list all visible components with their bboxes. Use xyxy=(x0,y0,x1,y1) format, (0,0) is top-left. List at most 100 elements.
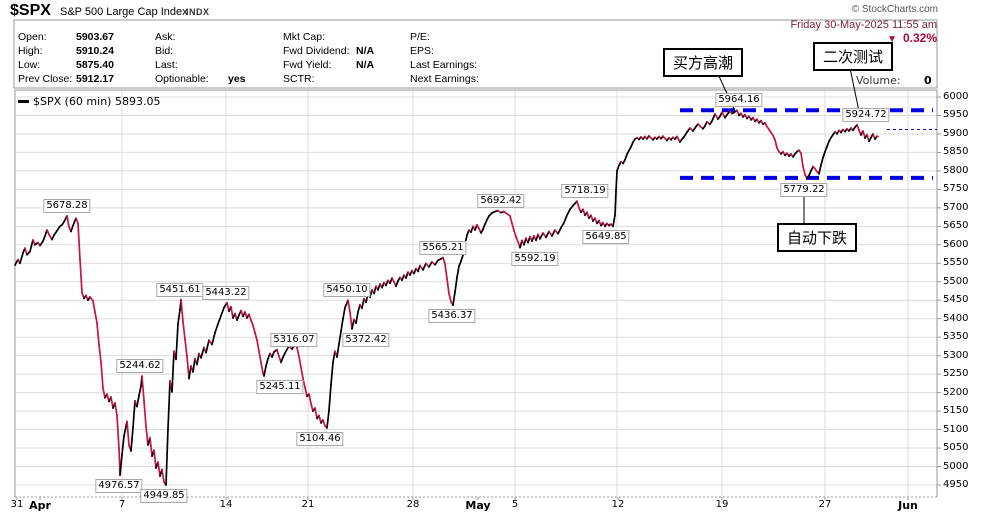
x-axis-label: May xyxy=(465,499,490,512)
price-line-segment xyxy=(162,469,164,482)
price-line-segment xyxy=(311,404,313,411)
price-line-segment xyxy=(178,310,180,324)
price-line-segment xyxy=(133,401,135,428)
price-line-segment xyxy=(801,153,803,166)
price-line-segment xyxy=(356,312,358,323)
y-axis-label: 5350 xyxy=(943,331,968,342)
price-line-segment xyxy=(20,253,23,263)
y-axis-label: 5550 xyxy=(943,257,968,268)
price-line-segment xyxy=(215,324,218,333)
quote-label: Next Earnings: xyxy=(410,73,479,85)
price-line-segment xyxy=(166,429,168,485)
price-line-segment xyxy=(540,233,543,239)
quote-label: Last: xyxy=(155,59,178,71)
quote-label: Optionable: xyxy=(155,73,209,85)
price-callout: 5450.10 xyxy=(323,283,370,297)
quote-value: 5912.17 xyxy=(76,73,114,85)
price-line-segment xyxy=(137,396,139,407)
y-axis-label: 5500 xyxy=(943,276,968,287)
price-line-segment xyxy=(197,353,199,364)
series-legend: $SPX (60 min) 5893.05 xyxy=(18,95,160,108)
price-line-segment xyxy=(455,277,457,292)
y-axis-label: 5850 xyxy=(943,146,968,157)
x-axis-label: 12 xyxy=(612,499,625,510)
price-line-segment xyxy=(341,319,343,332)
price-line-segment xyxy=(564,215,567,222)
y-axis-label: 5750 xyxy=(943,183,968,194)
price-line-segment xyxy=(343,308,345,319)
price-line-segment xyxy=(299,356,301,367)
y-axis-label: 5950 xyxy=(943,109,968,120)
annotation-automatic-reaction: 自动下跌 xyxy=(777,223,857,252)
price-callout: 5678.28 xyxy=(43,199,90,213)
price-line-segment xyxy=(315,408,317,418)
quote-value: N/A xyxy=(356,59,374,71)
price-line-segment xyxy=(131,428,133,451)
legend-text: $SPX (60 min) 5893.05 xyxy=(33,95,160,108)
annotation-buying-climax: 买方高潮 xyxy=(663,48,743,77)
price-callout: 5436.37 xyxy=(428,309,475,323)
price-callout: 5592.19 xyxy=(511,252,558,266)
quote-label: Bid: xyxy=(155,45,173,57)
quote-label: P/E: xyxy=(410,31,430,43)
price-line-segment xyxy=(821,158,823,165)
price-line-segment xyxy=(552,230,555,236)
price-line-segment xyxy=(80,260,82,293)
y-axis-label: 5050 xyxy=(943,442,968,453)
price-line-segment xyxy=(127,421,129,445)
price-callout: 5443.22 xyxy=(202,286,249,300)
x-axis-label: Jun xyxy=(898,499,918,512)
price-line-segment xyxy=(567,209,570,215)
x-axis-label: 28 xyxy=(407,499,420,510)
price-callout: 5245.11 xyxy=(256,380,303,394)
price-line-segment xyxy=(154,450,156,468)
price-line-segment xyxy=(150,438,152,456)
price-line-segment xyxy=(423,263,426,270)
y-axis-label: 5300 xyxy=(943,350,968,361)
price-line-segment xyxy=(305,387,307,396)
price-callout: 5718.19 xyxy=(561,184,608,198)
price-line-segment xyxy=(201,348,204,358)
price-callout: 5692.42 xyxy=(477,194,524,208)
price-line-segment xyxy=(266,359,268,366)
price-line-segment xyxy=(139,386,141,396)
price-line-segment xyxy=(30,240,33,251)
price-callout: 5316.07 xyxy=(270,333,317,347)
price-line-segment xyxy=(447,279,449,294)
price-line-segment xyxy=(221,308,224,316)
price-line-segment xyxy=(185,339,187,356)
volume-value: 0 xyxy=(924,74,932,87)
legend-line-icon xyxy=(18,100,29,103)
chart-datetime: Friday 30-May-2025 11:55 am xyxy=(790,19,937,31)
price-callout: 5372.42 xyxy=(342,333,389,347)
y-axis-label: 5150 xyxy=(943,405,968,416)
price-line-segment xyxy=(231,307,233,318)
x-axis-label: 7 xyxy=(119,499,125,510)
price-line-segment xyxy=(67,216,69,227)
price-line-segment xyxy=(261,362,263,373)
y-axis-label: 5450 xyxy=(943,294,968,305)
price-callout: 4949.85 xyxy=(140,489,187,503)
price-callout: 5924.72 xyxy=(842,108,889,122)
y-axis-label: 5600 xyxy=(943,239,968,250)
y-axis-label: 5650 xyxy=(943,220,968,231)
price-line-segment xyxy=(337,344,339,357)
quote-value: yes xyxy=(228,73,246,85)
x-axis-label: 19 xyxy=(716,499,729,510)
price-callout: 5964.16 xyxy=(715,93,762,107)
price-line-segment xyxy=(453,292,455,305)
volume-label: Volume: xyxy=(856,74,901,87)
y-axis-label: 5900 xyxy=(943,128,968,139)
price-line-segment xyxy=(625,154,627,160)
x-axis-label: 5 xyxy=(512,499,518,510)
quote-value: N/A xyxy=(356,45,374,57)
price-line-segment xyxy=(218,316,221,324)
x-axis-label: 27 xyxy=(819,499,832,510)
price-line-segment xyxy=(97,323,99,344)
price-line-segment xyxy=(172,351,174,392)
quote-label: Ask: xyxy=(155,31,175,43)
price-callout: 5451.61 xyxy=(156,283,203,297)
price-line-segment xyxy=(193,359,195,372)
price-line-segment xyxy=(249,314,251,320)
x-axis-label: 31 xyxy=(11,499,24,510)
